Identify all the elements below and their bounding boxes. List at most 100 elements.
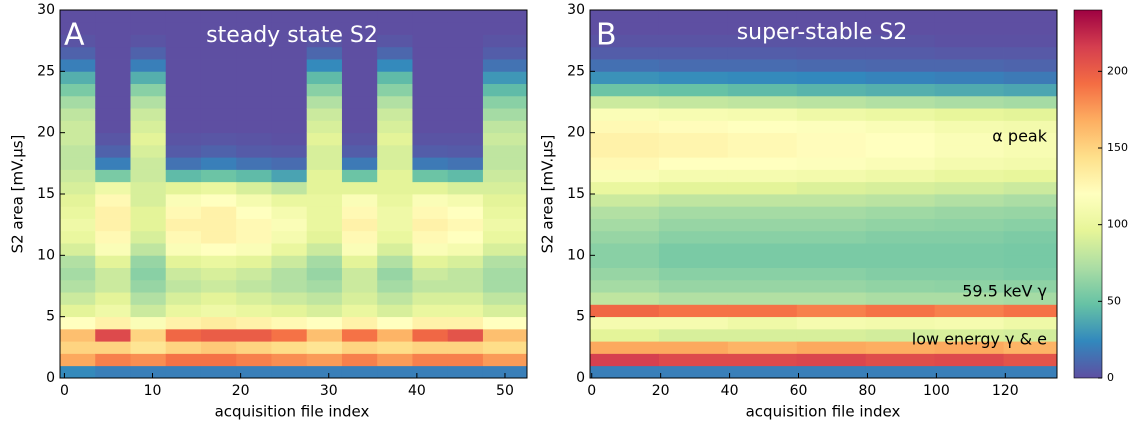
heatmap-cell <box>934 255 1004 268</box>
heatmap-cell <box>130 144 167 158</box>
heatmap-cell <box>658 10 729 23</box>
heatmap-cell <box>865 255 936 268</box>
heatmap-cell <box>306 59 343 72</box>
heatmap-cell <box>306 267 343 281</box>
heatmap-cell <box>165 169 202 183</box>
heatmap-cell <box>377 194 413 207</box>
heatmap-cell <box>236 120 272 134</box>
heatmap-cell <box>95 328 131 342</box>
x-tick-label: 120 <box>992 383 1019 399</box>
heatmap-cell <box>934 10 1004 23</box>
heatmap-cell <box>447 194 484 207</box>
heatmap-cell <box>934 230 1004 244</box>
heatmap-cell <box>130 255 167 268</box>
heatmap-cell <box>165 255 202 268</box>
heatmap-cell <box>447 255 484 268</box>
heatmap-cell <box>727 267 798 281</box>
heatmap-cell <box>60 194 96 207</box>
heatmap-cell <box>130 194 167 207</box>
heatmap-cell <box>865 132 936 146</box>
heatmap-cell <box>200 22 237 35</box>
annotation: α peak <box>992 127 1047 146</box>
heatmap-cell <box>590 365 660 379</box>
heatmap-cell <box>236 169 272 183</box>
heatmap-cell <box>865 181 936 195</box>
heatmap-cell <box>306 328 343 342</box>
heatmap-cell <box>271 279 308 293</box>
heatmap-cell <box>447 71 484 84</box>
heatmap-cell <box>306 194 343 207</box>
heatmap-cell <box>447 304 484 318</box>
heatmap-cell <box>236 243 272 256</box>
heatmap-cell <box>95 59 131 72</box>
colorbar-tick-label: 150 <box>1107 141 1128 154</box>
heatmap-cell <box>236 144 272 158</box>
heatmap-cell <box>590 218 660 232</box>
heatmap-cell <box>590 353 660 367</box>
heatmap-cell <box>482 304 528 318</box>
heatmap-cell <box>95 316 131 330</box>
heatmap-cell <box>95 206 131 219</box>
heatmap-cell <box>865 46 936 60</box>
heatmap-cell <box>1003 144 1058 158</box>
heatmap-cell <box>60 10 96 23</box>
heatmap-cell <box>796 292 867 305</box>
heatmap-cell <box>482 292 528 305</box>
heatmap-cell <box>271 230 308 244</box>
heatmap-cell <box>60 255 96 268</box>
heatmap-cell <box>934 120 1004 134</box>
heatmap-cell <box>796 22 867 35</box>
heatmap-cell <box>341 157 378 170</box>
y-axis-label: S2 area [mV.μs] <box>539 135 557 254</box>
heatmap-cell <box>271 10 308 23</box>
heatmap-cell <box>95 71 131 84</box>
heatmap-cell <box>796 95 867 109</box>
heatmap-cell <box>865 243 936 256</box>
heatmap-cell <box>727 34 798 48</box>
heatmap-cell <box>796 206 867 219</box>
heatmap-cell <box>412 95 449 109</box>
heatmap-cell <box>95 218 131 232</box>
heatmap-cell <box>447 316 484 330</box>
heatmap-cell <box>590 243 660 256</box>
heatmap-cell <box>130 59 167 72</box>
heatmap-cell <box>200 255 237 268</box>
heatmap-cell <box>165 83 202 97</box>
heatmap-cell <box>412 46 449 60</box>
heatmap-cell <box>796 316 867 330</box>
heatmap-cell <box>95 46 131 60</box>
heatmap-cell <box>95 120 131 134</box>
heatmap-cell <box>236 95 272 109</box>
heatmap-cell <box>341 279 378 293</box>
heatmap-cell <box>447 83 484 97</box>
heatmap-cell <box>482 243 528 256</box>
heatmap-cell <box>341 230 378 244</box>
heatmap-cell <box>934 328 1004 342</box>
heatmap-cell <box>60 108 96 121</box>
heatmap-cell <box>60 95 96 109</box>
heatmap-cell <box>1003 71 1058 84</box>
heatmap-cell <box>60 304 96 318</box>
heatmap-cell <box>306 34 343 48</box>
heatmap-cell <box>200 95 237 109</box>
heatmap-cell <box>934 181 1004 195</box>
heatmap-cell <box>482 169 528 183</box>
heatmap-cell <box>341 132 378 146</box>
heatmap-cell <box>934 71 1004 84</box>
heatmap-cell <box>271 292 308 305</box>
heatmap-cell <box>412 83 449 97</box>
heatmap-cell <box>658 365 729 379</box>
heatmap-cell <box>341 108 378 121</box>
heatmap-cell <box>1003 169 1058 183</box>
heatmap-cell <box>796 267 867 281</box>
heatmap-cell <box>200 169 237 183</box>
y-tick-label: 25 <box>37 63 55 79</box>
heatmap-cell <box>482 132 528 146</box>
heatmap-cell <box>130 353 167 367</box>
heatmap-cell <box>271 243 308 256</box>
heatmap-cell <box>727 181 798 195</box>
heatmap-cell <box>341 83 378 97</box>
heatmap-cell <box>1003 22 1058 35</box>
heatmap-cell <box>377 59 413 72</box>
heatmap-cell <box>727 22 798 35</box>
